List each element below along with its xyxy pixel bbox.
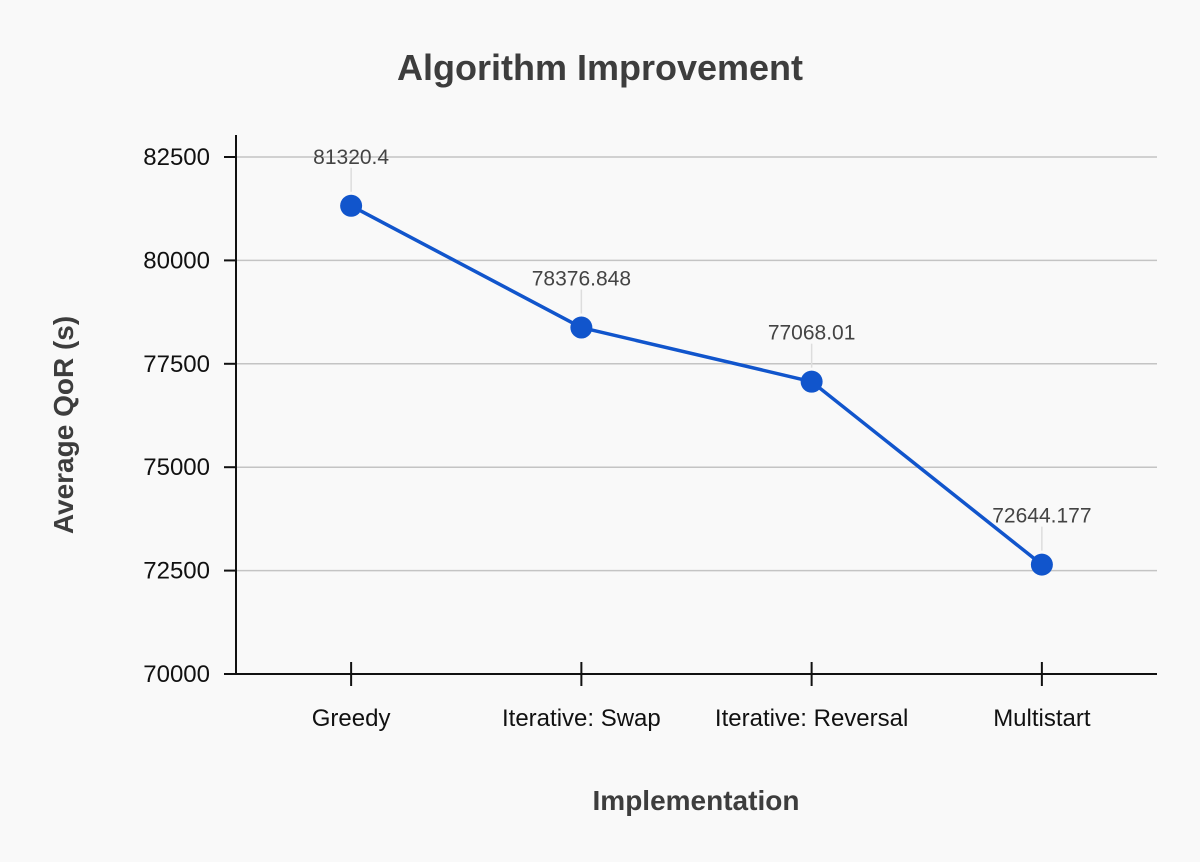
x-tick-label: Greedy [312, 705, 391, 732]
y-tick-label: 82500 [143, 144, 210, 171]
data-point [1030, 553, 1053, 576]
y-tick-label: 72500 [143, 558, 210, 585]
x-tick-label: Multistart [993, 705, 1091, 732]
data-label: 81320.4 [313, 146, 389, 169]
data-point [570, 316, 593, 339]
gridlines [236, 156, 1157, 572]
y-tick-label: 75000 [143, 454, 210, 481]
axes: 70000 72500 75000 77500 80000 82500 Greedy Iter… [143, 135, 1157, 732]
x-tick-label: Iterative: Reversal [715, 705, 908, 732]
data-label: 72644.177 [992, 505, 1091, 528]
x-axis-title: Implementation [593, 785, 800, 816]
data-labels: 81320.4 78376.848 77068.01 72644.177 [313, 146, 1092, 551]
data-label: 77068.01 [768, 322, 856, 345]
series-line [350, 204, 1043, 567]
y-tick-label: 77500 [143, 351, 210, 378]
y-axis-title: Average QoR (s) [48, 316, 79, 534]
data-label: 78376.848 [532, 268, 631, 291]
y-tick-label: 70000 [143, 661, 210, 688]
chart-title: Algorithm Improvement [397, 47, 803, 88]
data-point [340, 194, 363, 217]
data-point [800, 370, 823, 393]
y-tick-label: 80000 [143, 247, 210, 274]
x-tick-label: Iterative: Swap [502, 705, 661, 732]
series [340, 194, 1053, 576]
